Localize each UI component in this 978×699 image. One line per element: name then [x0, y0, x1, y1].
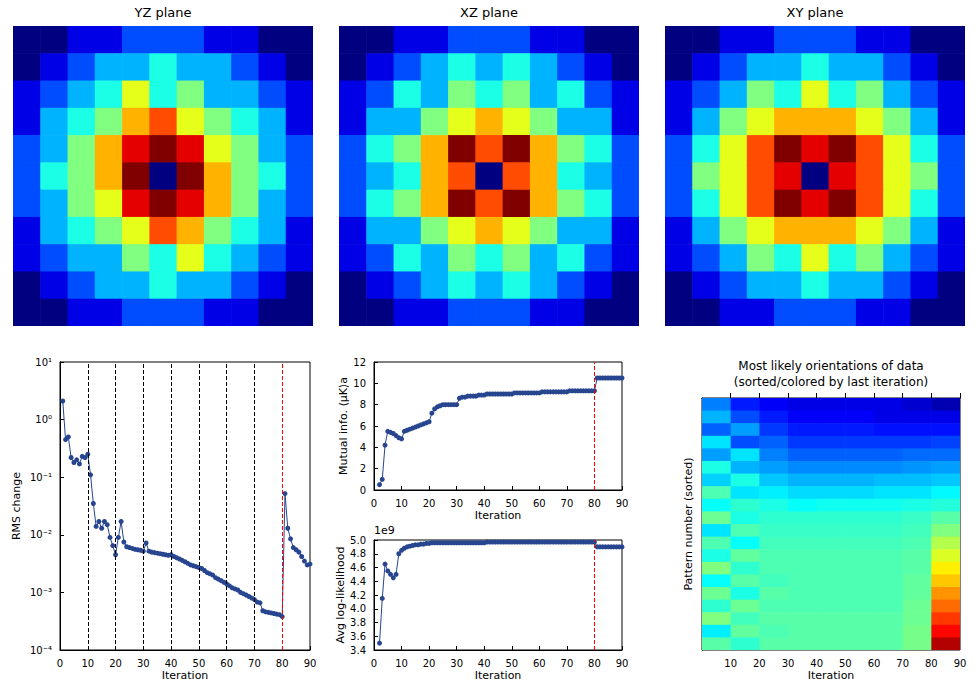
- svg-text:10: 10: [81, 658, 94, 669]
- svg-text:10: 10: [724, 658, 737, 669]
- svg-text:50: 50: [193, 658, 206, 669]
- svg-text:40: 40: [478, 498, 491, 509]
- svg-text:90: 90: [954, 658, 967, 669]
- svg-text:10⁻¹: 10⁻¹: [30, 472, 52, 483]
- svg-text:60: 60: [533, 658, 546, 669]
- svg-text:Pattern number (sorted): Pattern number (sorted): [682, 457, 695, 590]
- svg-text:2: 2: [360, 463, 366, 474]
- svg-text:10⁻²: 10⁻²: [30, 529, 52, 540]
- svg-text:20: 20: [423, 498, 436, 509]
- svg-text:Iteration: Iteration: [162, 669, 209, 682]
- svg-text:10⁰: 10⁰: [35, 414, 52, 425]
- svg-text:70: 70: [896, 658, 909, 669]
- svg-text:0: 0: [360, 485, 366, 496]
- svg-text:(sorted/colored by last iterat: (sorted/colored by last iteration): [734, 375, 928, 389]
- svg-text:Mutual info. ⟨μK⟩a: Mutual info. ⟨μK⟩a: [337, 377, 350, 475]
- svg-text:10¹: 10¹: [35, 357, 52, 368]
- svg-text:Avg log-likelihood: Avg log-likelihood: [334, 547, 347, 644]
- svg-text:70: 70: [561, 658, 574, 669]
- svg-text:10⁻³: 10⁻³: [30, 587, 52, 598]
- svg-text:4.4: 4.4: [350, 576, 366, 587]
- svg-text:6: 6: [360, 421, 366, 432]
- svg-text:3.4: 3.4: [350, 645, 366, 656]
- svg-text:XY plane: XY plane: [786, 5, 843, 20]
- svg-text:YZ plane: YZ plane: [133, 5, 191, 20]
- svg-text:0: 0: [371, 498, 377, 509]
- svg-text:50: 50: [505, 498, 518, 509]
- svg-text:RMS change: RMS change: [10, 472, 23, 540]
- svg-text:8: 8: [360, 399, 366, 410]
- svg-text:0: 0: [57, 658, 63, 669]
- svg-text:0: 0: [371, 658, 377, 669]
- svg-text:20: 20: [753, 658, 766, 669]
- svg-text:60: 60: [868, 658, 881, 669]
- svg-text:Iteration: Iteration: [808, 669, 855, 682]
- svg-text:3.6: 3.6: [350, 631, 366, 642]
- svg-text:40: 40: [165, 658, 178, 669]
- svg-text:10: 10: [395, 658, 408, 669]
- svg-text:5.0: 5.0: [350, 535, 366, 546]
- svg-text:20: 20: [423, 658, 436, 669]
- svg-text:4.2: 4.2: [350, 590, 366, 601]
- svg-text:90: 90: [304, 658, 317, 669]
- svg-text:80: 80: [925, 658, 938, 669]
- svg-text:20: 20: [109, 658, 122, 669]
- svg-text:10⁻⁴: 10⁻⁴: [30, 645, 52, 656]
- svg-text:30: 30: [137, 658, 150, 669]
- svg-text:70: 70: [561, 498, 574, 509]
- svg-text:3.8: 3.8: [350, 617, 366, 628]
- svg-text:Iteration: Iteration: [475, 509, 522, 522]
- svg-text:90: 90: [616, 658, 629, 669]
- svg-text:4: 4: [360, 442, 366, 453]
- svg-text:50: 50: [505, 658, 518, 669]
- svg-text:4.6: 4.6: [350, 562, 366, 573]
- svg-text:10: 10: [353, 378, 366, 389]
- svg-text:Iteration: Iteration: [475, 669, 522, 682]
- svg-text:60: 60: [220, 658, 233, 669]
- svg-text:60: 60: [533, 498, 546, 509]
- svg-text:80: 80: [276, 658, 289, 669]
- svg-text:50: 50: [839, 658, 852, 669]
- svg-text:40: 40: [810, 658, 823, 669]
- svg-text:4.8: 4.8: [350, 548, 366, 559]
- svg-text:90: 90: [616, 498, 629, 509]
- svg-text:40: 40: [478, 658, 491, 669]
- svg-text:30: 30: [782, 658, 795, 669]
- svg-text:30: 30: [450, 658, 463, 669]
- svg-text:10: 10: [395, 498, 408, 509]
- svg-text:XZ plane: XZ plane: [460, 5, 518, 20]
- svg-text:1e9: 1e9: [374, 524, 395, 537]
- svg-text:4.0: 4.0: [350, 603, 366, 614]
- svg-text:30: 30: [450, 498, 463, 509]
- svg-text:80: 80: [588, 658, 601, 669]
- svg-text:70: 70: [248, 658, 261, 669]
- svg-text:12: 12: [353, 357, 366, 368]
- svg-text:80: 80: [588, 498, 601, 509]
- svg-text:Most likely orientations of da: Most likely orientations of data: [738, 359, 923, 373]
